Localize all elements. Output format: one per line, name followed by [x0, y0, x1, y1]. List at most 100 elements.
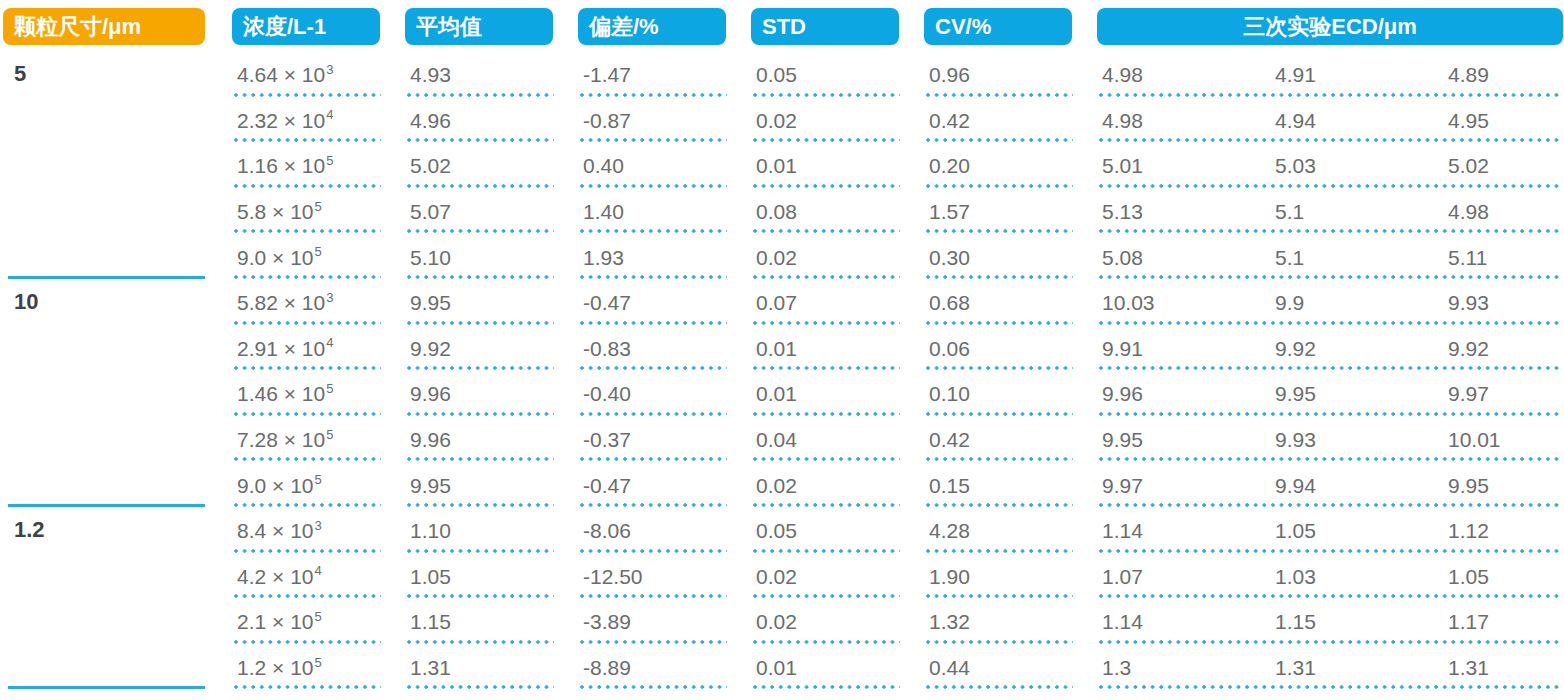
cell-ecd: 5.02 — [1443, 142, 1564, 188]
header-ecd-triplicate: 三次实验ECD/μm — [1097, 8, 1563, 45]
cell-ecd: 4.94 — [1270, 97, 1443, 143]
cell-conc: 8.4 × 103 — [232, 507, 405, 553]
cell-cv: 0.42 — [924, 97, 1097, 143]
cell-std: 0.02 — [751, 461, 924, 507]
cell-ecd: 5.1 — [1270, 188, 1443, 234]
cell-ecd: 1.14 — [1097, 507, 1270, 553]
cell-cv: 0.96 — [924, 51, 1097, 97]
cell-mean: 1.31 — [405, 644, 578, 690]
cell-cv: 0.15 — [924, 461, 1097, 507]
cell-ecd: 5.03 — [1270, 142, 1443, 188]
cell-dev: -3.89 — [578, 598, 751, 644]
cell-ecd: 9.92 — [1443, 325, 1564, 371]
cell-dev: 1.93 — [578, 233, 751, 279]
cell-ecd: 5.1 — [1270, 233, 1443, 279]
cell-cv: 0.30 — [924, 233, 1097, 279]
cell-cv: 1.57 — [924, 188, 1097, 234]
cell-mean: 9.92 — [405, 325, 578, 371]
cell-ecd: 4.98 — [1097, 51, 1270, 97]
cell-cv: 0.06 — [924, 325, 1097, 371]
cell-ecd: 1.03 — [1270, 553, 1443, 599]
cell-std: 0.01 — [751, 644, 924, 690]
cell-ecd: 9.91 — [1097, 325, 1270, 371]
cell-conc: 4.64 × 103 — [232, 51, 405, 97]
cell-conc: 9.0 × 105 — [232, 233, 405, 279]
ecd-triplicate-values: 1.31.311.31 — [1097, 644, 1564, 690]
cell-ecd: 1.12 — [1443, 507, 1564, 553]
ecd-triplicate-values: 5.135.14.98 — [1097, 188, 1564, 234]
exponent: 3 — [326, 291, 333, 304]
cell-conc: 5.82 × 103 — [232, 279, 405, 325]
cell-std: 0.04 — [751, 416, 924, 462]
exponent: 5 — [326, 428, 333, 441]
cell-cv: 0.20 — [924, 142, 1097, 188]
cell-ecd: 9.93 — [1443, 279, 1564, 325]
cell-dev: -0.83 — [578, 325, 751, 371]
ecd-triplicate-values: 4.984.944.95 — [1097, 97, 1564, 143]
cell-std: 0.08 — [751, 188, 924, 234]
cell-std: 0.07 — [751, 279, 924, 325]
ecd-triplicate-values: 9.959.9310.01 — [1097, 416, 1564, 462]
ecd-triplicate-values: 5.085.15.11 — [1097, 233, 1564, 279]
ecd-triplicate-values: 5.015.035.02 — [1097, 142, 1564, 188]
cell-ecd: 10.01 — [1443, 416, 1564, 462]
cell-dev: -8.89 — [578, 644, 751, 690]
cell-cv: 0.68 — [924, 279, 1097, 325]
cell-std: 0.01 — [751, 325, 924, 371]
cell-ecd: 9.95 — [1270, 370, 1443, 416]
cell-std: 0.02 — [751, 97, 924, 143]
cell-ecd: 9.94 — [1270, 461, 1443, 507]
ecd-triplicate-values: 9.919.929.92 — [1097, 325, 1564, 371]
exponent: 5 — [326, 382, 333, 395]
size-group: 105.82 × 1039.95-0.470.070.6810.039.99.9… — [0, 279, 1564, 507]
cell-ecd: 1.31 — [1270, 644, 1443, 690]
cell-conc: 1.2 × 105 — [232, 644, 405, 690]
cell-std: 0.01 — [751, 142, 924, 188]
exponent: 5 — [314, 656, 321, 669]
exponent: 4 — [314, 564, 321, 577]
cell-cv: 1.90 — [924, 553, 1097, 599]
cell-std: 0.02 — [751, 598, 924, 644]
cell-dev: -0.47 — [578, 461, 751, 507]
cell-ecd: 1.05 — [1270, 507, 1443, 553]
cell-mean: 5.10 — [405, 233, 578, 279]
cell-ecd: 4.98 — [1097, 97, 1270, 143]
cell-ecd: 5.01 — [1097, 142, 1270, 188]
ecd-triplicate-values: 9.979.949.95 — [1097, 461, 1564, 507]
cell-cv: 4.28 — [924, 507, 1097, 553]
cell-ecd: 4.91 — [1270, 51, 1443, 97]
particle-size-value: 10 — [8, 279, 205, 507]
cell-conc: 5.8 × 105 — [232, 188, 405, 234]
cell-ecd: 9.95 — [1097, 416, 1270, 462]
cell-dev: -0.37 — [578, 416, 751, 462]
cell-mean: 1.15 — [405, 598, 578, 644]
cell-std: 0.02 — [751, 233, 924, 279]
cell-ecd: 4.89 — [1443, 51, 1564, 97]
cell-mean: 9.95 — [405, 279, 578, 325]
exponent: 5 — [314, 473, 321, 486]
cell-std: 0.05 — [751, 507, 924, 553]
cell-conc: 1.46 × 105 — [232, 370, 405, 416]
cell-ecd: 1.07 — [1097, 553, 1270, 599]
cell-std: 0.01 — [751, 370, 924, 416]
cell-ecd: 5.13 — [1097, 188, 1270, 234]
cell-ecd: 9.97 — [1097, 461, 1270, 507]
cell-mean: 4.96 — [405, 97, 578, 143]
header-std: STD — [751, 8, 899, 45]
cell-mean: 5.02 — [405, 142, 578, 188]
cell-dev: -0.47 — [578, 279, 751, 325]
header-cv: CV/% — [924, 8, 1072, 45]
cell-ecd: 1.31 — [1443, 644, 1564, 690]
size-group: 1.28.4 × 1031.10-8.060.054.281.141.051.1… — [0, 507, 1564, 689]
size-group: 54.64 × 1034.93-1.470.050.964.984.914.89… — [0, 51, 1564, 279]
cell-conc: 2.1 × 105 — [232, 598, 405, 644]
cell-dev: -0.40 — [578, 370, 751, 416]
cell-mean: 4.93 — [405, 51, 578, 97]
ecd-triplicate-values: 1.141.051.12 — [1097, 507, 1564, 553]
cell-ecd: 9.97 — [1443, 370, 1564, 416]
cell-ecd: 9.96 — [1097, 370, 1270, 416]
exponent: 5 — [314, 200, 321, 213]
header-deviation: 偏差/% — [578, 8, 726, 45]
cell-ecd: 1.05 — [1443, 553, 1564, 599]
cell-mean: 1.05 — [405, 553, 578, 599]
